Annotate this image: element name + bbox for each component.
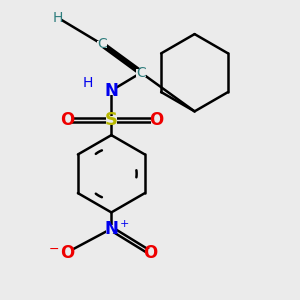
Text: O: O — [149, 111, 163, 129]
Text: O: O — [60, 111, 74, 129]
FancyBboxPatch shape — [106, 86, 117, 95]
Text: +: + — [120, 219, 129, 229]
Text: O: O — [60, 244, 74, 262]
Text: H: H — [53, 11, 63, 25]
FancyBboxPatch shape — [145, 249, 155, 256]
Text: C: C — [98, 38, 107, 52]
Text: S: S — [105, 111, 118, 129]
FancyBboxPatch shape — [136, 69, 146, 76]
FancyBboxPatch shape — [106, 225, 117, 233]
FancyBboxPatch shape — [106, 116, 117, 125]
Text: N: N — [104, 82, 118, 100]
FancyBboxPatch shape — [62, 249, 72, 256]
FancyBboxPatch shape — [83, 80, 92, 87]
Text: O: O — [143, 244, 157, 262]
FancyBboxPatch shape — [151, 116, 161, 124]
FancyBboxPatch shape — [62, 116, 72, 124]
Text: C: C — [136, 66, 146, 80]
Text: −: − — [49, 242, 59, 256]
Text: H: H — [82, 76, 93, 90]
FancyBboxPatch shape — [98, 40, 107, 48]
FancyBboxPatch shape — [53, 14, 62, 21]
Text: N: N — [104, 220, 118, 238]
